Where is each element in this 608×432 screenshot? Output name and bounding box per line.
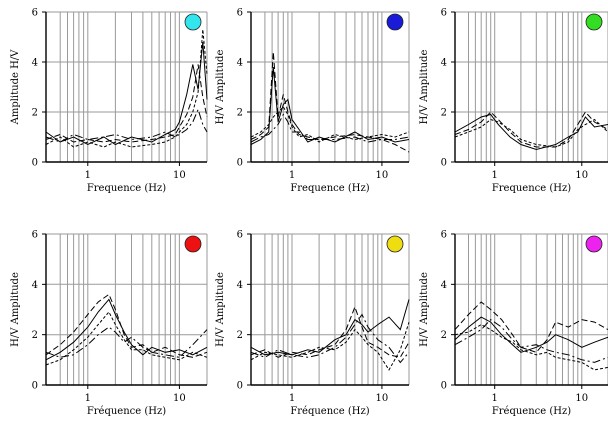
x-axis-label: Frequence (Hz)	[87, 183, 166, 194]
x-tick-label: 1	[85, 393, 91, 404]
x-tick-label: 1	[492, 170, 498, 181]
hv-curve-4	[454, 318, 608, 363]
y-axis-label: H/V Amplitude	[215, 50, 226, 125]
hv-curve-1	[250, 305, 410, 358]
y-axis-label: Amplitude H/V	[10, 49, 21, 126]
x-axis-label: Frequence (Hz)	[492, 183, 571, 194]
y-tick-label: 6	[441, 230, 447, 241]
x-axis-label: Fréquence (Hz)	[87, 406, 166, 417]
hv-curve-1	[454, 111, 608, 148]
hv-curve-1	[45, 293, 208, 358]
x-tick-label: 10	[173, 393, 186, 404]
hv-curve-4	[45, 326, 208, 358]
hv-curve-3	[454, 324, 608, 371]
site-marker-dot	[184, 235, 202, 253]
y-tick-label: 2	[441, 108, 447, 119]
y-axis-label: H/V Amplitude	[419, 272, 430, 347]
x-tick-label: 10	[575, 393, 588, 404]
hv-curve-3	[454, 118, 608, 148]
y-tick-label: 0	[32, 158, 38, 169]
hv-curve-3	[45, 311, 208, 366]
x-axis-label: Fréquence (Hz)	[492, 406, 571, 417]
y-tick-label: 0	[441, 158, 447, 169]
site-marker-dot	[386, 13, 404, 31]
y-tick-label: 4	[32, 280, 38, 291]
y-tick-label: 2	[441, 330, 447, 341]
hv-curve-2	[45, 41, 208, 146]
hv-curve-2	[250, 299, 410, 356]
x-tick-label: 10	[173, 170, 186, 181]
hv-panel-5: 0 2 4 6 1 10 Fréquence (Hz) H/V Amplitude	[215, 230, 410, 417]
hv-panel-1: 0 2 4 6 1 10 Frequence (Hz) Amplitude H/V	[10, 8, 208, 194]
hv-curve-4	[250, 113, 410, 143]
x-axis-label: Frequence (Hz)	[290, 183, 369, 194]
y-tick-label: 4	[237, 58, 243, 69]
hv-curve-1	[454, 301, 608, 353]
y-tick-label: 2	[32, 330, 38, 341]
x-tick-label: 1	[289, 393, 295, 404]
x-tick-label: 10	[575, 170, 588, 181]
y-tick-label: 6	[32, 230, 38, 241]
y-axis-label: H/V Amplitude	[419, 50, 430, 125]
y-tick-label: 2	[32, 108, 38, 119]
y-tick-label: 4	[441, 280, 447, 291]
x-tick-label: 10	[376, 393, 389, 404]
y-tick-label: 2	[237, 330, 243, 341]
y-tick-label: 0	[237, 381, 243, 392]
y-tick-label: 4	[441, 58, 447, 69]
x-tick-label: 10	[376, 170, 389, 181]
y-tick-label: 0	[441, 381, 447, 392]
site-marker-dot	[386, 235, 404, 253]
hv-panel-6: 0 2 4 6 1 10 Fréquence (Hz) H/V Amplitude	[419, 230, 608, 417]
hv-curve-1	[45, 64, 208, 143]
hv-curve-4	[45, 108, 208, 143]
hv-curve-3	[250, 321, 410, 371]
hv-curve-2	[454, 316, 608, 353]
hv-curve-1	[250, 51, 410, 153]
y-tick-label: 2	[237, 108, 243, 119]
y-tick-label: 4	[237, 280, 243, 291]
hv-curve-3	[45, 29, 208, 148]
y-axis-label: H/V Amplitude	[215, 272, 226, 347]
y-tick-label: 0	[237, 158, 243, 169]
hv-curve-3	[250, 106, 410, 143]
x-tick-label: 1	[492, 393, 498, 404]
y-tick-label: 6	[237, 230, 243, 241]
hv-panel-3: 0 2 4 6 1 10 Frequence (Hz) H/V Amplitude	[419, 8, 608, 194]
y-tick-label: 4	[32, 58, 38, 69]
hv-curve-2	[45, 298, 208, 361]
hv-curve-4	[250, 313, 410, 364]
hv-curve-2	[250, 66, 410, 145]
x-tick-label: 1	[85, 170, 91, 181]
y-tick-label: 6	[237, 8, 243, 19]
x-axis-label: Fréquence (Hz)	[290, 406, 369, 417]
hv-panel-2: 0 2 4 6 1 10 Frequence (Hz) H/V Amplitude	[215, 8, 410, 194]
hv-panel-4: 0 2 4 6 1 10 Fréquence (Hz) H/V Amplitude	[10, 230, 208, 417]
y-tick-label: 0	[32, 381, 38, 392]
y-tick-label: 6	[32, 8, 38, 19]
y-tick-label: 6	[441, 8, 447, 19]
site-marker-dot	[184, 13, 202, 31]
y-axis-label: H/V Amplitude	[10, 272, 21, 347]
site-marker-dot	[585, 13, 603, 31]
site-marker-dot	[585, 235, 603, 253]
x-tick-label: 1	[289, 170, 295, 181]
hv-curve-2	[454, 113, 608, 151]
